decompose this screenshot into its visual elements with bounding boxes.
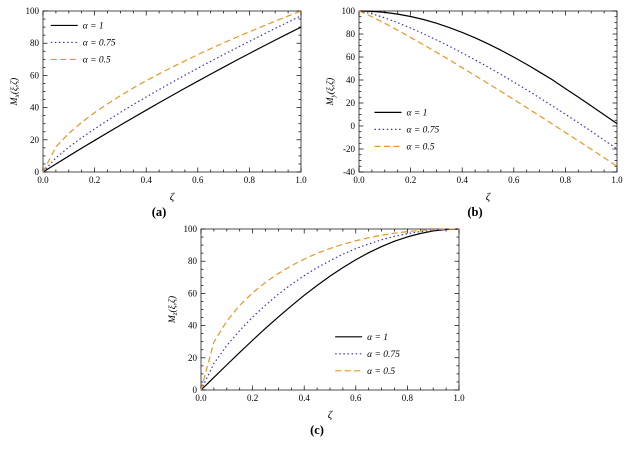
svg-text:0.8: 0.8 [560, 175, 572, 185]
figure-panel-c: 0.0 0.2 0.4 0.6 0.8 1.0 0 20 40 60 80 100 ζ Mz(ξ,ζ) α … [166, 222, 468, 438]
svg-text:1.0: 1.0 [295, 175, 307, 185]
figure-panel-a: 0.0 0.2 0.4 0.6 0.8 1.0 0 20 40 60 80 100 ζ Mx(ξ,ζ) α … [8, 4, 310, 220]
svg-text:60: 60 [346, 52, 356, 62]
svg-text:α = 1: α = 1 [83, 22, 104, 32]
svg-text:0.2: 0.2 [405, 175, 416, 185]
panel-caption-b: (b) [467, 205, 483, 219]
panel-caption-c: (c) [310, 423, 324, 437]
panel-caption-a: (a) [151, 205, 167, 219]
svg-text:α = 0.75: α = 0.75 [367, 350, 400, 360]
svg-text:Mz(ξ,ζ): Mz(ξ,ζ) [167, 296, 179, 324]
svg-text:0.4: 0.4 [141, 175, 153, 185]
svg-text:0.6: 0.6 [508, 175, 520, 185]
svg-text:20: 20 [346, 98, 356, 108]
svg-text:0: 0 [193, 385, 198, 395]
svg-text:ζ: ζ [328, 409, 334, 421]
svg-text:40: 40 [346, 75, 356, 85]
svg-text:20: 20 [188, 353, 198, 363]
svg-text:80: 80 [30, 38, 40, 48]
svg-text:0.0: 0.0 [195, 393, 207, 403]
svg-text:α = 0.5: α = 0.5 [367, 367, 395, 377]
svg-text:100: 100 [342, 6, 356, 16]
svg-text:α = 0.75: α = 0.75 [83, 39, 116, 49]
svg-text:40: 40 [30, 103, 40, 113]
svg-text:20: 20 [30, 135, 40, 145]
svg-text:α = 1: α = 1 [367, 333, 388, 343]
svg-text:α = 0.75: α = 0.75 [406, 126, 439, 136]
svg-text:100: 100 [184, 224, 198, 234]
svg-text:α = 1: α = 1 [406, 109, 427, 119]
svg-text:0.2: 0.2 [89, 175, 100, 185]
svg-text:60: 60 [188, 288, 198, 298]
svg-text:-40: -40 [343, 167, 355, 177]
top-row: 0.0 0.2 0.4 0.6 0.8 1.0 0 20 40 60 80 100 ζ Mx(ξ,ζ) α … [0, 0, 634, 220]
bottom-row: 0.0 0.2 0.4 0.6 0.8 1.0 0 20 40 60 80 100 ζ Mz(ξ,ζ) α … [0, 222, 634, 438]
svg-text:ζ: ζ [486, 191, 492, 203]
plot-canvas-c: 0.0 0.2 0.4 0.6 0.8 1.0 0 20 40 60 80 100 ζ Mz(ξ,ζ) α … [167, 224, 465, 421]
svg-text:0.8: 0.8 [402, 393, 414, 403]
svg-text:0.8: 0.8 [244, 175, 256, 185]
svg-text:α = 0.5: α = 0.5 [83, 56, 111, 66]
svg-text:80: 80 [346, 29, 356, 39]
svg-text:0.0: 0.0 [37, 175, 49, 185]
svg-text:0.0: 0.0 [353, 175, 365, 185]
svg-text:100: 100 [26, 6, 40, 16]
svg-text:α = 0.5: α = 0.5 [406, 143, 434, 153]
svg-text:0.4: 0.4 [457, 175, 469, 185]
svg-text:0: 0 [351, 121, 356, 131]
svg-text:-20: -20 [343, 144, 355, 154]
svg-text:80: 80 [188, 256, 198, 266]
svg-text:0.2: 0.2 [247, 393, 258, 403]
svg-text:1.0: 1.0 [453, 393, 465, 403]
svg-text:1.0: 1.0 [611, 175, 623, 185]
plot-canvas-b: 0.0 0.2 0.4 0.6 0.8 1.0 -40 -20 0 20 40 60 80 100 ζ My(… [325, 6, 623, 203]
svg-text:ζ: ζ [170, 191, 176, 203]
svg-text:My(ξ,ζ): My(ξ,ζ) [325, 78, 337, 107]
svg-text:40: 40 [188, 321, 198, 331]
svg-text:60: 60 [30, 70, 40, 80]
svg-text:0.6: 0.6 [192, 175, 204, 185]
plot-canvas-a: 0.0 0.2 0.4 0.6 0.8 1.0 0 20 40 60 80 100 ζ Mx(ξ,ζ) α … [9, 6, 307, 203]
svg-text:Mx(ξ,ζ): Mx(ξ,ζ) [9, 78, 21, 107]
svg-text:0.4: 0.4 [299, 393, 311, 403]
svg-text:0.6: 0.6 [350, 393, 362, 403]
figure-panel-b: 0.0 0.2 0.4 0.6 0.8 1.0 -40 -20 0 20 40 60 80 100 ζ My(… [324, 4, 626, 220]
svg-text:0: 0 [35, 167, 40, 177]
